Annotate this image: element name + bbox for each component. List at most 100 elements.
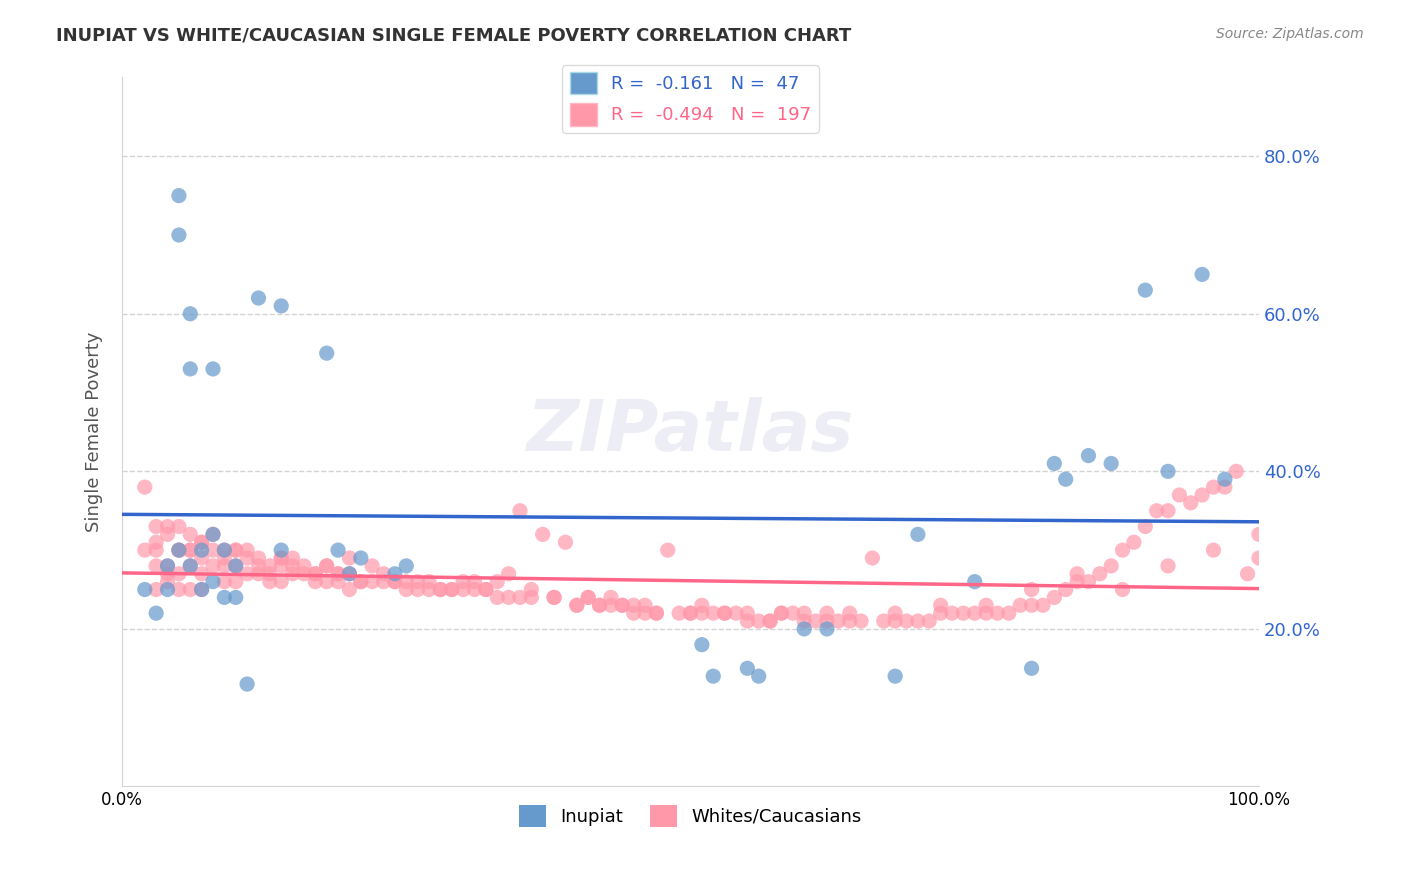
Point [713,606,735,620]
Point [270,574,292,589]
Point [225,543,247,558]
Point [395,582,418,597]
Point [214,574,236,589]
Point [214,591,236,605]
Point [190,566,212,581]
Point [952,606,974,620]
Point [156,558,179,573]
Point [1122,535,1144,549]
Point [918,614,941,628]
Point [713,606,735,620]
Point [1054,582,1077,597]
Point [179,558,201,573]
Text: INUPIAT VS WHITE/CAUCASIAN SINGLE FEMALE POVERTY CORRELATION CHART: INUPIAT VS WHITE/CAUCASIAN SINGLE FEMALE… [56,27,852,45]
Point [1180,496,1202,510]
Point [304,566,326,581]
Point [873,614,896,628]
Point [634,606,657,620]
Point [259,566,281,581]
Point [384,574,406,589]
Point [576,591,599,605]
Point [793,622,815,636]
Point [145,558,167,573]
Point [145,582,167,597]
Point [1247,551,1270,566]
Point [475,582,498,597]
Point [520,582,543,597]
Point [896,614,918,628]
Text: Source: ZipAtlas.com: Source: ZipAtlas.com [1216,27,1364,41]
Point [167,582,190,597]
Point [690,638,713,652]
Point [167,566,190,581]
Point [156,566,179,581]
Point [179,527,201,541]
Point [179,582,201,597]
Point [440,582,463,597]
Point [576,591,599,605]
Point [884,614,907,628]
Point [1088,566,1111,581]
Point [236,566,259,581]
Point [201,527,224,541]
Point [793,614,815,628]
Point [759,614,782,628]
Point [315,574,337,589]
Point [509,591,531,605]
Legend: Inupiat, Whites/Caucasians: Inupiat, Whites/Caucasians [512,797,869,834]
Point [1099,457,1122,471]
Point [1021,582,1043,597]
Point [554,535,576,549]
Point [247,291,270,305]
Point [1077,574,1099,589]
Point [339,582,361,597]
Point [304,566,326,581]
Point [406,582,429,597]
Point [350,574,373,589]
Point [748,669,770,683]
Point [418,582,440,597]
Point [1043,457,1066,471]
Point [1043,591,1066,605]
Point [236,551,259,566]
Point [179,307,201,321]
Point [281,558,304,573]
Point [270,551,292,566]
Point [793,606,815,620]
Point [315,558,337,573]
Point [475,582,498,597]
Point [145,535,167,549]
Point [907,527,929,541]
Point [339,566,361,581]
Point [373,574,395,589]
Point [201,543,224,558]
Point [759,614,782,628]
Point [281,551,304,566]
Point [326,566,349,581]
Point [827,614,849,628]
Point [361,574,384,589]
Point [167,227,190,242]
Point [463,582,485,597]
Point [395,558,418,573]
Point [1066,574,1088,589]
Point [702,669,724,683]
Point [1032,599,1054,613]
Point [679,606,702,620]
Point [156,574,179,589]
Point [225,543,247,558]
Point [1077,449,1099,463]
Point [929,599,952,613]
Point [179,362,201,376]
Point [145,543,167,558]
Point [145,606,167,620]
Point [326,543,349,558]
Point [214,543,236,558]
Point [179,558,201,573]
Text: ZIPatlas: ZIPatlas [527,398,855,467]
Point [1135,519,1157,533]
Point [167,543,190,558]
Point [1146,504,1168,518]
Point [259,558,281,573]
Point [326,566,349,581]
